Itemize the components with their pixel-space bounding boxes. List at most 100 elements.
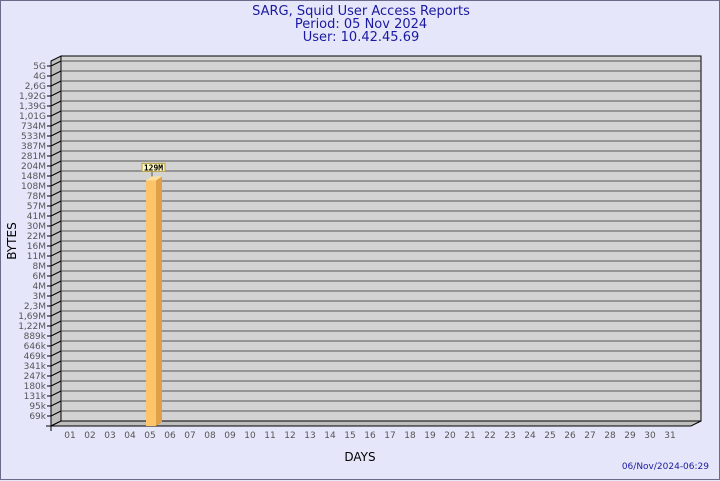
y-tick-depth [50,160,62,167]
y-tick-label: 4G [33,72,46,82]
y-tick-depth [50,360,62,367]
y-tick-depth [50,350,62,357]
y-tick-label: 1,01G [19,112,46,122]
x-tick-label: 16 [364,431,376,441]
y-tick-label: 4M [33,282,47,292]
y-tick-label: 78M [27,192,46,202]
y-tick-depth [50,390,62,397]
y-tick-label: 180k [24,382,47,392]
y-tick-depth [50,200,62,207]
y-tick-depth [50,190,62,197]
y-tick-label: 341k [24,362,47,372]
x-tick-label: 26 [564,431,576,441]
y-tick-label: 2,3M [24,302,46,312]
x-tick-label: 07 [184,431,195,441]
y-tick-label: 2,6G [25,82,46,92]
y-tick-label: 57M [27,202,46,212]
x-tick-label: 08 [204,431,216,441]
x-axis-title: DAYS [344,450,375,464]
y-tick-depth [50,170,62,177]
y-tick-label: 131k [24,392,47,402]
generated-timestamp: 06/Nov/2024-06:29 [621,462,709,472]
y-tick-label: 1,69M [18,312,46,322]
x-tick-label: 22 [484,431,495,441]
x-tick-label: 31 [664,431,675,441]
y-tick-label: 11M [27,252,46,262]
y-tick-depth [50,120,62,127]
y-tick-depth [50,380,62,387]
y-tick-label: 387M [21,142,46,152]
x-tick-label: 10 [244,431,256,441]
x-tick-label: 15 [344,431,355,441]
bar-top-05 [146,176,162,181]
y-tick-label: 16M [27,242,46,252]
x-tick-label: 28 [604,431,616,441]
y-tick-label: 41M [27,212,46,222]
y-tick-depth [50,250,62,257]
y-tick-depth [50,80,62,87]
y-tick-label: 247k [24,372,47,382]
y-tick-depth [50,240,62,247]
y-tick-depth [50,340,62,347]
x-tick-label: 21 [464,431,475,441]
y-tick-depth [50,270,62,277]
y-tick-label: 22M [27,232,46,242]
x-tick-label: 17 [384,431,395,441]
y-tick-label: 8M [33,262,47,272]
y-tick-depth [50,210,62,217]
x-tick-label: 18 [404,431,416,441]
y-tick-depth [50,310,62,317]
y-tick-label: 148M [21,172,46,182]
bar-side-05 [156,176,162,426]
y-tick-depth [50,130,62,137]
y-tick-label: 108M [21,182,46,192]
y-tick-label: 1,22M [18,322,46,332]
y-tick-label: 95k [29,402,46,412]
x-tick-label: 25 [544,431,555,441]
x-tick-label: 14 [324,431,336,441]
y-tick-depth [50,100,62,107]
y-axis-title: BYTES [5,222,19,259]
y-tick-depth [50,330,62,337]
x-tick-label: 24 [524,431,536,441]
x-tick-label: 03 [104,431,115,441]
y-tick-label: 469k [24,352,47,362]
y-tick-label: 204M [21,162,46,172]
y-tick-label: 1,39G [19,102,46,112]
x-tick-label: 23 [504,431,515,441]
chart-title: SARG, Squid User Access Reports [252,4,470,19]
x-tick-label: 12 [284,431,295,441]
y-tick-depth [50,140,62,147]
bar-05 [146,180,156,426]
x-tick-label: 27 [584,431,595,441]
y-tick-depth [50,180,62,187]
y-tick-label: 5G [33,62,46,72]
x-tick-label: 20 [444,431,456,441]
y-tick-depth [50,90,62,97]
y-tick-depth [50,300,62,307]
y-tick-depth [50,60,62,67]
data-label: 129M [144,163,163,172]
y-tick-label: 6M [33,272,47,282]
y-tick-depth [50,230,62,237]
chart-period: Period: 05 Nov 2024 [294,17,428,32]
y-tick-label: 533M [21,132,46,142]
y-tick-depth [50,400,62,407]
x-tick-label: 02 [84,431,95,441]
y-tick-label: 69k [29,412,46,422]
y-tick-label: 734M [21,122,46,132]
x-tick-label: 13 [304,431,315,441]
y-tick-label: 889k [24,332,47,342]
y-tick-depth [50,150,62,157]
y-tick-label: 3M [33,292,47,302]
y-tick-label: 646k [24,342,47,352]
x-tick-label: 30 [644,431,656,441]
y-tick-depth [50,110,62,117]
x-tick-label: 29 [624,431,636,441]
y-tick-depth [50,220,62,227]
y-tick-depth [50,320,62,327]
x-tick-label: 09 [224,431,236,441]
y-tick-label: 1,92G [19,92,46,102]
